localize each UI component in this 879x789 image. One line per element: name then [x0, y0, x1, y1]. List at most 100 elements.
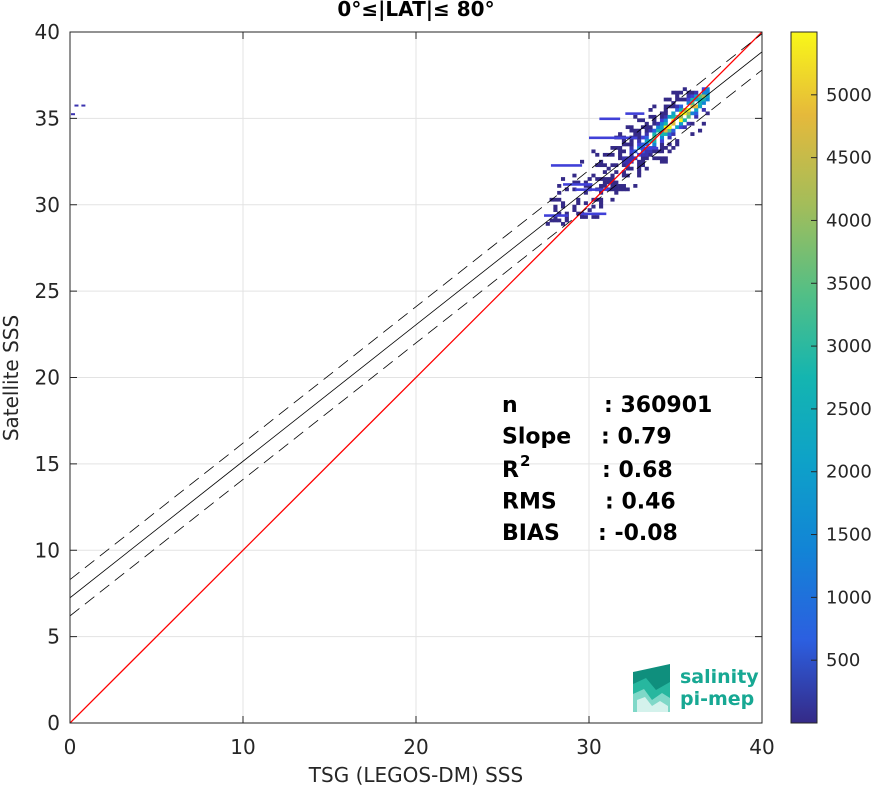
logo-line1: salinity: [680, 666, 759, 688]
density-cell: [652, 149, 657, 154]
density-cell: [675, 94, 680, 98]
density-cell: [694, 97, 699, 102]
density-cell: [602, 180, 607, 185]
density-cell: [602, 184, 607, 188]
stat-superscript: 2: [520, 452, 530, 470]
density-cell: [694, 114, 699, 119]
density-cell: [659, 114, 665, 119]
density-cell: [640, 146, 659, 150]
density-cell: [640, 159, 646, 164]
density-cell: [644, 156, 649, 161]
density-cell: [610, 180, 615, 185]
density-cell: [663, 128, 668, 133]
y-axis-label: Satellite SSS: [0, 315, 23, 441]
density-cell: [671, 132, 676, 136]
x-tick-label: 10: [230, 735, 255, 759]
density-cell: [678, 90, 684, 95]
density-cell: [625, 187, 630, 192]
density-cell: [621, 156, 626, 161]
density-cell: [591, 204, 596, 209]
density-cell: [659, 125, 665, 130]
density-cell: [690, 97, 695, 102]
density-cell: [553, 215, 558, 219]
density-cell: [545, 222, 550, 226]
density-cell: [697, 101, 703, 105]
density-cell: [644, 139, 649, 143]
density-cell: [599, 117, 621, 121]
density-cell: [637, 159, 642, 164]
density-cell: [637, 142, 642, 147]
density-cell: [618, 146, 623, 150]
density-cell: [640, 135, 646, 140]
density-cell: [640, 142, 646, 147]
density-cell: [625, 112, 645, 115]
density-cell: [682, 111, 687, 116]
density-cell: [625, 125, 630, 130]
density-cell: [686, 121, 691, 126]
density-cell: [564, 211, 569, 216]
stat-value: : -0.08: [598, 521, 678, 546]
chart-title: 0°≤|LAT|≤ 80°: [337, 0, 494, 21]
density-cell: [652, 135, 657, 140]
density-cell: [694, 104, 699, 109]
density-cell: [671, 146, 676, 150]
density-cell: [587, 177, 592, 181]
density-cell: [659, 156, 665, 161]
density-cell: [690, 132, 695, 136]
density-cell: [610, 197, 615, 202]
density-cell: [599, 184, 604, 188]
density-cell: [690, 101, 695, 105]
density-cell: [671, 104, 676, 109]
density-cell: [71, 113, 75, 116]
density-cell: [656, 128, 661, 133]
density-cell: [637, 146, 642, 150]
density-cell: [580, 215, 585, 219]
density-cell: [633, 132, 638, 136]
density-cell: [663, 104, 668, 109]
density-cell: [663, 114, 668, 119]
density-cell: [652, 139, 657, 143]
y-tick-label: 35: [35, 106, 60, 130]
density-cell: [667, 142, 672, 147]
density-cell: [663, 97, 668, 102]
density-cell: [583, 180, 588, 185]
density-cell: [701, 108, 706, 112]
density-cell: [678, 97, 684, 102]
density-cell: [671, 111, 676, 116]
density-cell: [591, 215, 596, 219]
x-tick-label: 0: [64, 735, 77, 759]
density-cell: [618, 152, 623, 157]
density-cell: [675, 108, 680, 112]
density-cell: [648, 128, 653, 133]
density-cell: [575, 188, 610, 191]
density-cell: [553, 204, 558, 209]
y-tick-label: 5: [47, 625, 60, 649]
density-cell: [644, 166, 649, 171]
density-cell: [563, 183, 593, 186]
y-tick-label: 15: [35, 452, 60, 476]
stat-label: n: [502, 393, 518, 418]
density-cell: [614, 184, 619, 188]
density-cell: [678, 114, 684, 119]
density-cell: [618, 132, 623, 136]
density-cell: [618, 156, 623, 161]
density-cell: [678, 118, 684, 123]
density-cell: [678, 108, 684, 112]
density-cell: [682, 87, 687, 92]
density-cell: [652, 128, 657, 133]
density-cell: [599, 201, 604, 206]
density-cell: [637, 135, 642, 140]
density-cell: [686, 97, 691, 102]
density-cell: [667, 128, 672, 133]
density-cell: [659, 118, 665, 123]
density-cell: [667, 135, 672, 140]
colorbar-ticks: 500 1000 1500 2000 2500 3000 3500 4000 4500 5000: [811, 85, 872, 671]
density-cell: [621, 159, 626, 164]
line-identity: [70, 32, 762, 723]
y-tick-label: 25: [35, 279, 60, 303]
density-cell: [678, 121, 684, 126]
x-tick-label: 20: [403, 735, 428, 759]
density-cell: [557, 218, 562, 223]
logo-wave-icon: [633, 664, 670, 712]
stat-label: RMS: [502, 490, 557, 515]
